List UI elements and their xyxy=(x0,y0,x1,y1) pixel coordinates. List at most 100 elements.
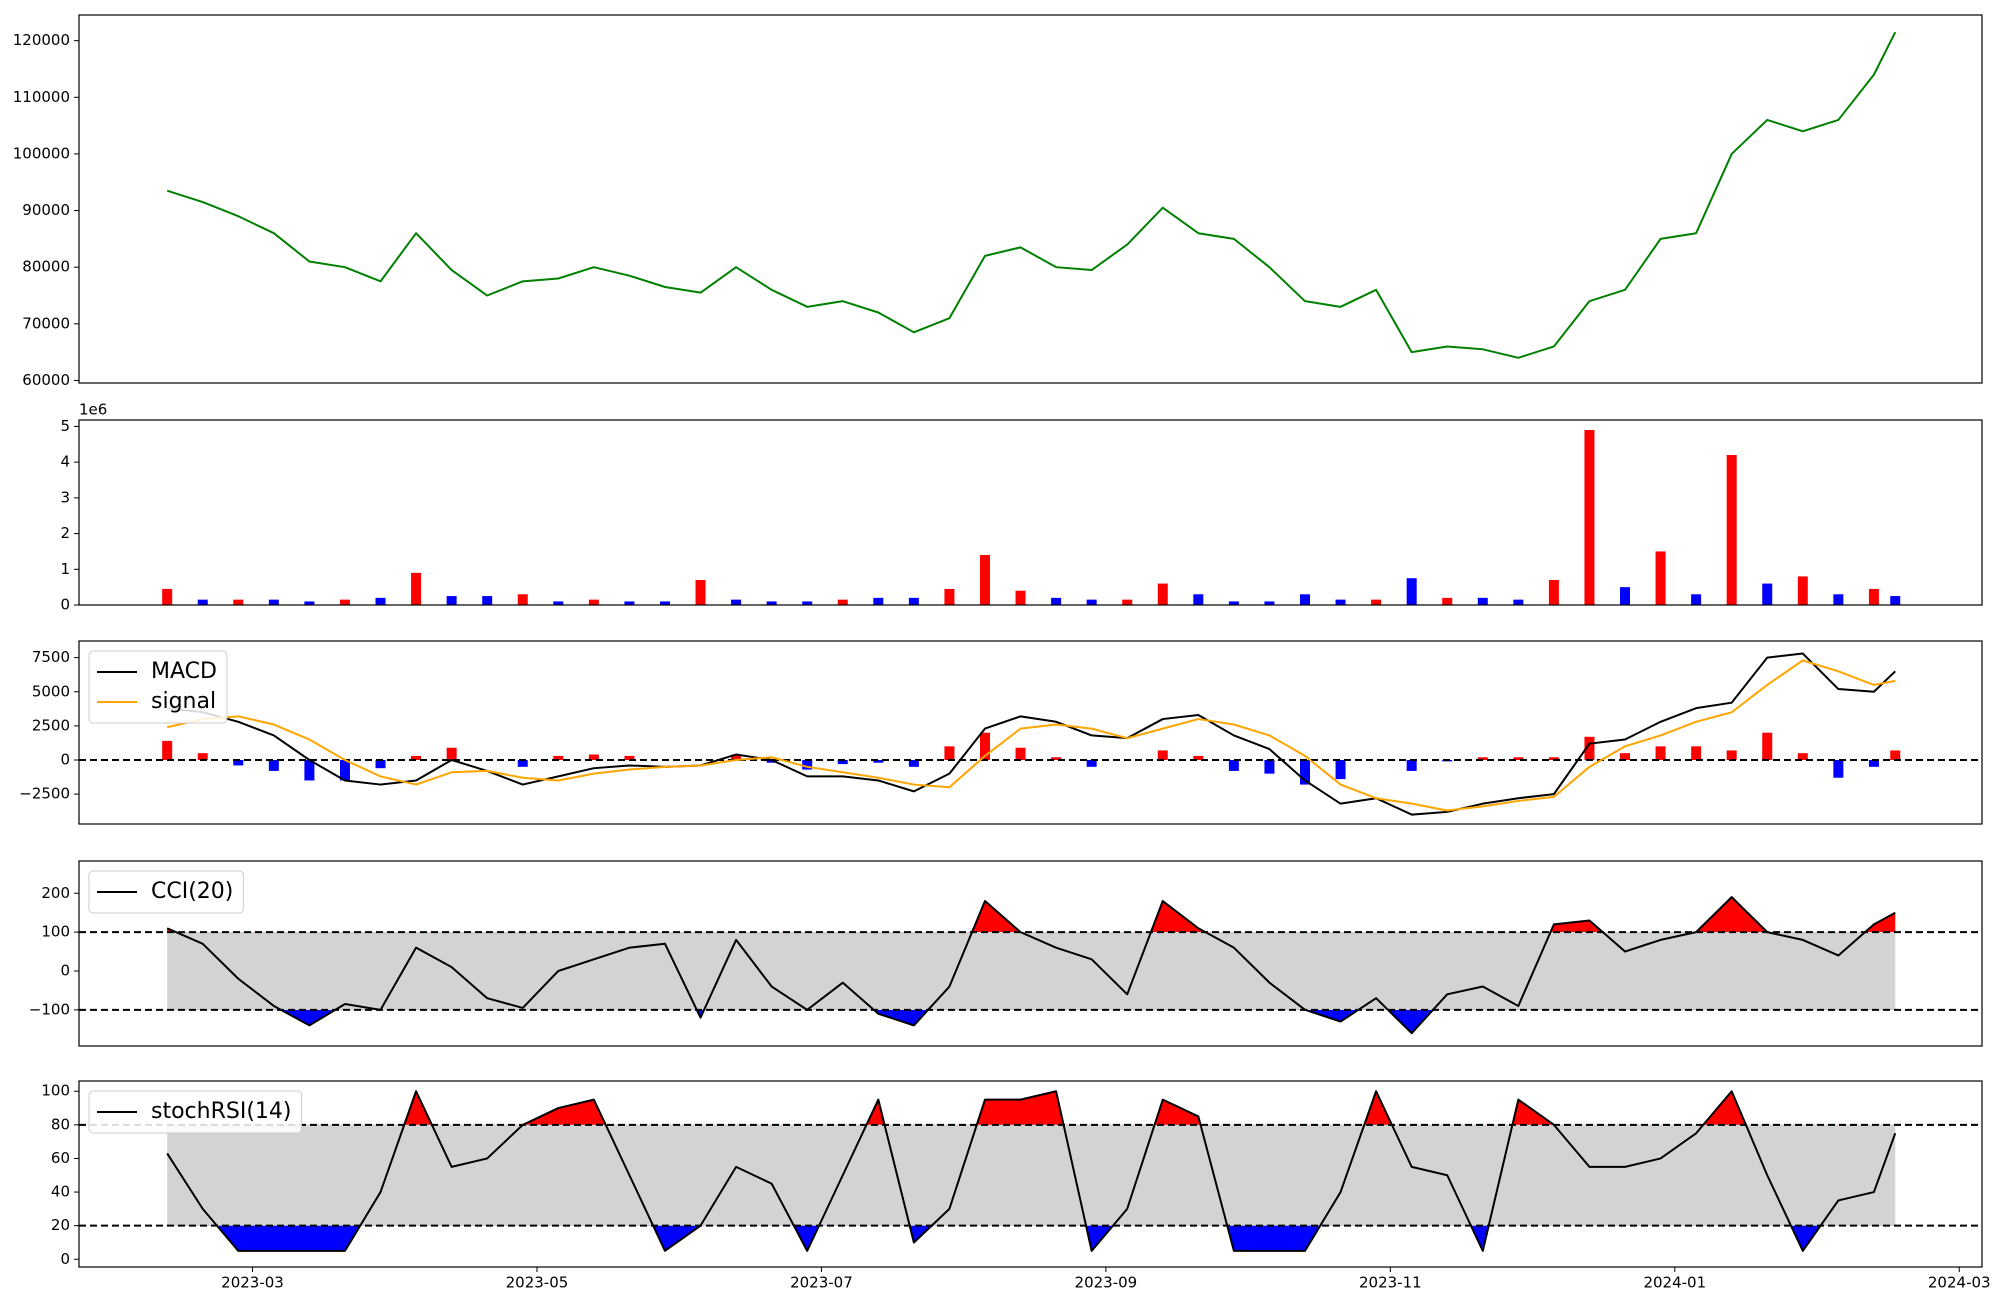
histogram-bar xyxy=(1228,759,1239,771)
histogram-bar xyxy=(1691,746,1702,760)
bar xyxy=(873,597,884,605)
bar xyxy=(1335,599,1346,605)
bar xyxy=(1442,597,1453,605)
legend-box xyxy=(88,650,228,724)
bar xyxy=(979,555,990,605)
line xyxy=(166,659,1896,812)
histogram-bar xyxy=(517,759,528,767)
panel: 0 20 40 60 80 100 2023-03 2023-05 2023-07 2023-09… xyxy=(41,1080,1991,1292)
histogram-bar xyxy=(1762,732,1773,760)
bar xyxy=(802,601,813,605)
x-tick-label: 2023-05 xyxy=(506,1274,569,1292)
histogram-bar xyxy=(944,746,955,760)
bar xyxy=(837,599,848,605)
y-tick-label: 70000 xyxy=(22,314,70,332)
y-tick-label: 80000 xyxy=(22,258,70,276)
y-tick-label: 20 xyxy=(51,1216,70,1234)
upper-fill xyxy=(167,897,1896,933)
histogram-bar xyxy=(1477,757,1488,760)
histogram-bar xyxy=(1086,759,1097,767)
histogram-bar xyxy=(446,747,457,760)
bar xyxy=(517,594,528,605)
bar xyxy=(1477,597,1488,605)
bar xyxy=(482,596,493,605)
legend-box xyxy=(88,1090,302,1134)
y-tick-label: 2 xyxy=(60,524,70,542)
x-tick-label: 2024-01 xyxy=(1643,1274,1706,1292)
histogram-bar xyxy=(766,759,777,763)
plot-frame xyxy=(78,419,1983,606)
bar xyxy=(411,572,422,605)
legend-label: CCI(20) xyxy=(151,879,233,904)
bar xyxy=(1406,578,1417,605)
histogram-bar xyxy=(1620,753,1631,760)
bar xyxy=(1620,587,1631,605)
y-tick-label: 1 xyxy=(60,560,70,578)
offset-label: 1e6 xyxy=(79,401,107,419)
histogram-bar xyxy=(1655,746,1666,760)
y-tick-label: 60 xyxy=(51,1149,70,1167)
histogram-bar xyxy=(624,755,635,760)
y-tick-label: 200 xyxy=(41,884,70,902)
y-tick-label: 90000 xyxy=(22,201,70,219)
histogram-bar xyxy=(1513,757,1524,760)
histogram-bar xyxy=(873,759,884,763)
bar xyxy=(268,599,279,605)
legend-box xyxy=(88,870,244,914)
histogram-bar xyxy=(1833,759,1844,778)
histogram-bar xyxy=(1335,759,1346,780)
y-tick-label: −100 xyxy=(29,1000,70,1018)
bar xyxy=(446,596,457,605)
x-tick-label: 2023-09 xyxy=(1075,1274,1138,1292)
upper-fill xyxy=(167,1091,1896,1125)
histogram-bar xyxy=(197,753,208,760)
bar xyxy=(1890,596,1901,605)
histogram-bar xyxy=(1015,747,1026,760)
bar xyxy=(1086,599,1097,605)
histogram-bar xyxy=(1051,757,1062,760)
histogram-bar xyxy=(233,759,244,766)
x-tick-label: 2024-03 xyxy=(1928,1274,1991,1292)
neutral-band xyxy=(167,932,1896,1010)
y-tick-label: 0 xyxy=(60,961,70,979)
legend-label: signal xyxy=(151,689,216,714)
bar xyxy=(1655,551,1666,605)
bar xyxy=(375,597,386,605)
y-tick-label: 5 xyxy=(60,417,70,435)
bar xyxy=(339,599,350,605)
y-tick-label: 100 xyxy=(41,923,70,941)
bar xyxy=(1015,590,1026,605)
histogram-bar xyxy=(304,759,315,781)
bar xyxy=(553,601,564,605)
histogram-bar xyxy=(837,759,848,765)
bar xyxy=(1868,588,1879,605)
bar xyxy=(1371,599,1382,605)
y-tick-label: 0 xyxy=(60,596,70,614)
bar xyxy=(1299,594,1310,605)
bar xyxy=(659,601,670,605)
y-tick-label: 3 xyxy=(60,488,70,506)
x-tick-label: 2023-03 xyxy=(221,1274,284,1292)
bar xyxy=(944,588,955,605)
bar xyxy=(1051,597,1062,605)
x-tick-label: 2023-07 xyxy=(790,1274,853,1292)
panel: −2500 0 2500 5000 7500 MACD signal xyxy=(19,640,1983,825)
bar xyxy=(162,588,173,605)
bar xyxy=(1584,430,1595,605)
bar xyxy=(695,580,706,605)
bar xyxy=(908,597,919,605)
bar xyxy=(233,599,244,605)
y-tick-label: 60000 xyxy=(22,371,70,389)
histogram-bar xyxy=(1299,759,1310,785)
bar xyxy=(1548,580,1559,605)
bar xyxy=(1762,583,1773,605)
histogram-bar xyxy=(1406,759,1417,771)
y-tick-label: 0 xyxy=(60,1250,70,1268)
histogram-bar xyxy=(731,754,742,760)
y-tick-label: 7500 xyxy=(32,648,70,666)
histogram-bar xyxy=(1157,750,1168,760)
histogram-bar xyxy=(375,759,386,769)
histogram-bar xyxy=(268,759,279,771)
y-tick-label: 100 xyxy=(41,1082,70,1100)
